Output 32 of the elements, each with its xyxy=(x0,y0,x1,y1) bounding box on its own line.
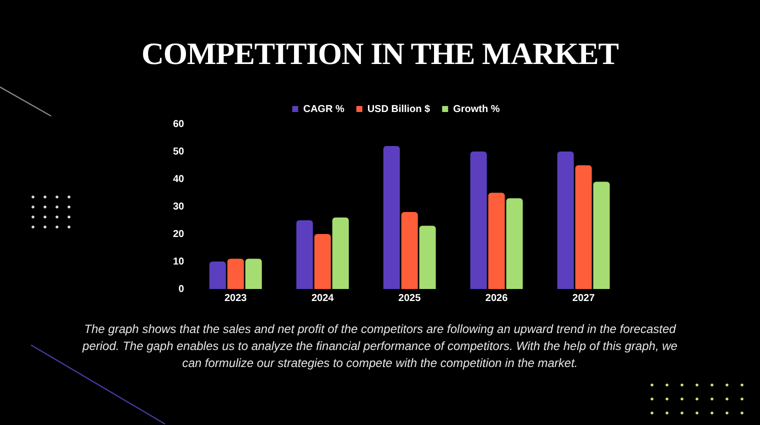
legend-label: CAGR % xyxy=(303,104,344,115)
x-tick-label: 2026 xyxy=(485,292,508,304)
bar xyxy=(506,198,523,289)
x-tick-label: 2024 xyxy=(311,292,334,304)
bar xyxy=(314,234,331,289)
bar xyxy=(470,152,487,289)
y-tick-label: 50 xyxy=(173,146,185,158)
bar xyxy=(419,226,436,289)
y-tick-label: 20 xyxy=(173,228,185,240)
x-tick-label: 2025 xyxy=(398,292,422,304)
y-tick-label: 60 xyxy=(173,118,185,130)
bar xyxy=(488,192,505,289)
bar xyxy=(401,212,418,289)
x-tick-label: 2023 xyxy=(224,292,248,304)
bar xyxy=(227,258,244,289)
bar xyxy=(245,258,262,289)
bar xyxy=(209,262,226,289)
bar xyxy=(383,146,400,289)
chart-title: COMPETITION IN THE MARKET xyxy=(140,36,620,72)
bar xyxy=(557,152,574,289)
bar xyxy=(593,182,610,289)
x-tick-label: 2027 xyxy=(572,292,596,304)
bar xyxy=(575,165,592,289)
y-tick-label: 40 xyxy=(173,174,185,185)
y-tick-label: 0 xyxy=(178,284,185,295)
bar xyxy=(332,218,349,289)
legend-label: Growth % xyxy=(453,104,500,115)
bar xyxy=(296,220,313,289)
y-tick-label: 10 xyxy=(173,256,185,268)
y-tick-label: 30 xyxy=(173,201,185,212)
text: The graph shows that the sales and net profit of the competitors are following an upward trend in the forecasted period. The gaph enables us to analyze the financial performance of competitors. With the help of this graph, we can formulize our strategies to compete with the competition in the market. xyxy=(81,321,678,372)
legend-label: USD Billion $ xyxy=(367,104,431,115)
